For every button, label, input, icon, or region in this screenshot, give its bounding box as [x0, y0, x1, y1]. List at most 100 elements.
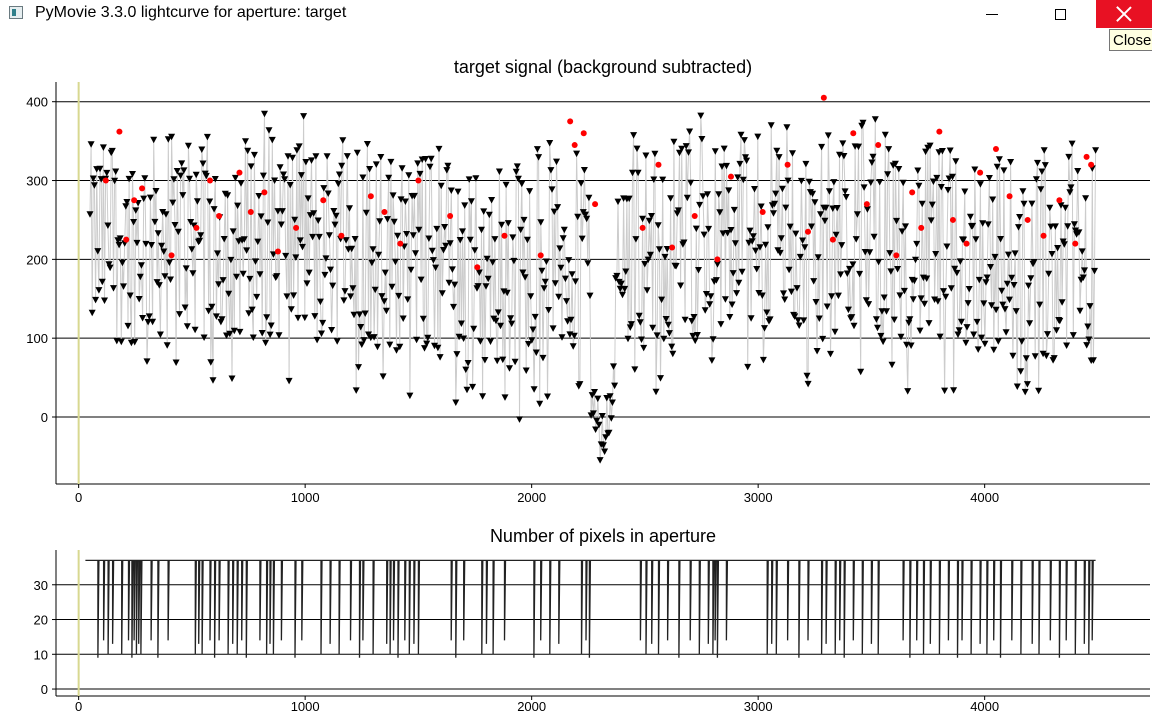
- signal-point: [291, 216, 299, 224]
- signal-point: [891, 160, 899, 168]
- signal-highlight-point: [949, 216, 956, 223]
- signal-point: [541, 278, 549, 286]
- signal-point: [731, 240, 739, 247]
- signal-point: [480, 208, 488, 215]
- signal-point: [97, 176, 105, 183]
- minimize-button[interactable]: [964, 0, 1020, 28]
- signal-point: [593, 417, 601, 425]
- signal-point: [785, 266, 793, 274]
- signal-point: [668, 343, 676, 351]
- pixel-count-plot[interactable]: Number of pixels in aperture 0 10 20 30 0 1000…: [34, 526, 1150, 714]
- signal-point: [311, 313, 319, 320]
- signal-point: [405, 172, 413, 179]
- signal-point: [770, 210, 777, 217]
- signal-point: [230, 327, 238, 335]
- signal-point: [152, 188, 160, 195]
- signal-point: [233, 273, 240, 281]
- signal-point: [438, 290, 446, 297]
- signal-point: [90, 182, 98, 189]
- signal-point: [168, 133, 176, 141]
- signal-point: [843, 270, 851, 277]
- signal-point: [744, 363, 752, 371]
- signal-x-tick-label: 2000: [517, 490, 546, 505]
- signal-point: [560, 226, 568, 234]
- signal-point: [801, 244, 809, 251]
- signal-point: [122, 203, 130, 210]
- signal-point: [390, 218, 398, 226]
- signal-point: [441, 224, 449, 231]
- signal-point: [484, 275, 492, 283]
- signal-point: [286, 182, 294, 189]
- signal-point: [1082, 195, 1090, 202]
- signal-point: [363, 141, 371, 148]
- signal-point: [984, 221, 992, 228]
- signal-point: [226, 330, 234, 338]
- signal-point: [340, 297, 348, 304]
- signal-highlight-point: [274, 248, 281, 255]
- signal-highlight-point: [537, 252, 544, 259]
- signal-point: [1047, 223, 1055, 231]
- signal-point: [669, 350, 677, 358]
- signal-point: [758, 292, 766, 299]
- signal-point: [955, 327, 963, 334]
- signal-point: [371, 286, 379, 294]
- signal-point: [94, 248, 102, 255]
- signal-point: [406, 392, 414, 400]
- signal-y-tick-label: 300: [26, 174, 48, 189]
- signal-point: [1074, 168, 1082, 175]
- signal-point: [309, 233, 317, 241]
- signal-plot[interactable]: target signal (background subtracted) 0 10…: [26, 57, 1150, 505]
- signal-point: [549, 325, 557, 332]
- signal-point: [756, 244, 764, 251]
- signal-point: [799, 237, 807, 244]
- signal-point: [644, 256, 652, 264]
- signal-point: [841, 188, 849, 195]
- signal-point: [425, 235, 433, 242]
- signal-highlight-point: [293, 224, 300, 231]
- signal-point: [277, 221, 285, 228]
- signal-point: [878, 308, 886, 315]
- signal-point: [662, 316, 670, 323]
- signal-highlight-point: [592, 201, 599, 208]
- signal-point: [231, 174, 239, 182]
- signal-point: [556, 245, 564, 252]
- signal-point: [1091, 267, 1098, 275]
- signal-highlight-point: [1024, 216, 1031, 223]
- signal-point: [206, 198, 214, 205]
- signal-point: [315, 233, 323, 241]
- maximize-icon: [1054, 8, 1066, 20]
- signal-point: [705, 225, 713, 233]
- signal-point: [414, 160, 422, 167]
- signal-point: [523, 236, 531, 244]
- signal-point: [979, 220, 987, 227]
- signal-point: [640, 344, 648, 352]
- signal-point: [1026, 320, 1034, 327]
- signal-point: [824, 132, 832, 139]
- signal-point: [775, 154, 783, 161]
- signal-point: [888, 361, 896, 369]
- signal-point: [840, 153, 848, 160]
- signal-point: [839, 140, 847, 147]
- signal-point: [993, 163, 1001, 171]
- signal-point: [702, 291, 710, 298]
- signal-point: [154, 230, 162, 237]
- signal-highlight-point: [784, 161, 791, 168]
- signal-point: [401, 198, 409, 205]
- signal-point: [520, 216, 528, 224]
- signal-point: [536, 400, 544, 408]
- signal-point: [338, 162, 346, 170]
- maximize-button[interactable]: [1032, 0, 1088, 28]
- signal-point: [772, 190, 780, 198]
- signal-point: [533, 146, 541, 153]
- signal-point: [613, 272, 621, 280]
- signal-point: [966, 213, 974, 221]
- signal-point: [598, 413, 606, 420]
- signal-point: [493, 357, 501, 365]
- signal-point: [508, 320, 516, 328]
- signal-point: [207, 359, 215, 366]
- close-button[interactable]: [1096, 0, 1152, 28]
- signal-point: [829, 205, 837, 212]
- signal-highlight-point: [936, 128, 943, 135]
- pixel-y-tick-label: 30: [34, 578, 48, 593]
- signal-point: [914, 167, 922, 174]
